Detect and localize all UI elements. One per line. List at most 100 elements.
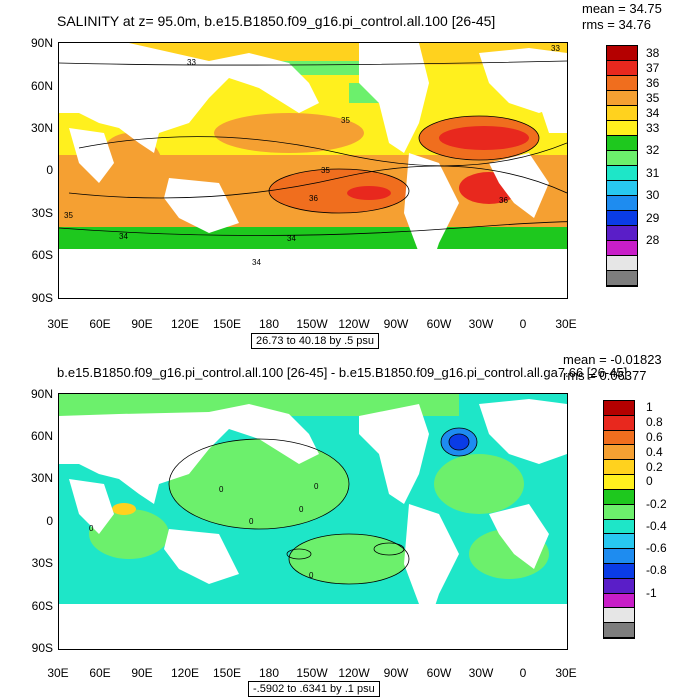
lat-label: 60S — [31, 248, 53, 262]
colorbar-label: 34 — [646, 105, 660, 120]
colorbar-swatch — [607, 61, 637, 76]
lon-label: 30W — [468, 317, 494, 331]
bottom-map: 0 0 0 0 0 0 — [58, 393, 568, 650]
colorbar-swatch — [607, 46, 637, 61]
lat-label: 60N — [30, 429, 53, 443]
colorbar-label: 36 — [646, 75, 660, 90]
colorbar-swatch — [604, 430, 634, 446]
lon-label: 60W — [426, 317, 452, 331]
lon-label: 90W — [383, 317, 409, 331]
lat-label: 0 — [46, 163, 53, 177]
colorbar-swatch — [604, 475, 634, 490]
top-mean: mean = 34.75 — [582, 1, 662, 16]
lon-label: 60W — [426, 666, 452, 680]
contour-label: 0 — [314, 482, 319, 491]
bottom-colorbar — [603, 400, 635, 639]
lon-label: 0 — [519, 666, 527, 680]
contour-label: 36 — [309, 194, 318, 203]
colorbar-label: 0.8 — [646, 415, 663, 430]
lat-label: 30N — [30, 471, 53, 485]
colorbar-swatch — [604, 401, 634, 416]
contour-label: 0 — [309, 571, 314, 580]
lon-label: 150W — [296, 666, 328, 680]
colorbar-swatch — [607, 211, 637, 226]
lon-label: 180 — [258, 666, 280, 680]
lon-label: 150W — [296, 317, 328, 331]
lat-label: 90S — [31, 641, 53, 655]
lat-label: 60N — [30, 79, 53, 93]
colorbar-swatch — [604, 534, 634, 550]
colorbar-label: 31 — [646, 165, 660, 180]
colorbar-swatch — [607, 151, 637, 166]
colorbar-swatch — [607, 76, 637, 91]
lon-label: 30E — [555, 666, 577, 680]
colorbar-label: 0.2 — [646, 459, 663, 474]
contour-label: 34 — [252, 258, 261, 267]
colorbar-label: 33 — [646, 120, 660, 135]
lat-label: 30S — [31, 556, 53, 570]
lon-label: 120W — [338, 666, 370, 680]
colorbar-swatch — [607, 241, 637, 256]
colorbar-swatch — [607, 271, 637, 286]
lon-label: 30W — [468, 666, 494, 680]
bottom-title: b.e15.B1850.f09_g16.pi_control.all.100 [… — [57, 365, 628, 380]
lon-label: 30E — [555, 317, 577, 331]
colorbar-swatch — [604, 593, 634, 609]
colorbar-label: 1 — [646, 400, 653, 415]
bottom-map-svg: 0 0 0 0 0 0 — [59, 394, 567, 649]
lat-label: 0 — [46, 514, 53, 528]
contour-label: 35 — [64, 211, 73, 220]
lon-label: 150E — [212, 317, 242, 331]
colorbar-swatch — [607, 181, 637, 196]
top-range-note: 26.73 to 40.18 by .5 psu — [251, 333, 380, 349]
colorbar-label: 38 — [646, 45, 660, 60]
contour-label: 33 — [551, 44, 560, 53]
contour-label: 0 — [299, 505, 304, 514]
lon-label: 0 — [519, 317, 527, 331]
lon-label: 120E — [170, 666, 200, 680]
colorbar-swatch — [604, 549, 634, 564]
bottom-range-note: -.5902 to .6341 by .1 psu — [248, 681, 380, 697]
lon-label: 90E — [131, 317, 153, 331]
colorbar-swatch — [607, 226, 637, 241]
colorbar-swatch — [604, 519, 634, 535]
lon-label: 60E — [89, 666, 111, 680]
lon-label: 150E — [212, 666, 242, 680]
colorbar-swatch — [604, 415, 634, 431]
top-title: SALINITY at z= 95.0m, b.e15.B1850.f09_g1… — [57, 13, 496, 29]
colorbar-label: -1 — [646, 585, 657, 600]
colorbar-label: 0.6 — [646, 430, 663, 445]
colorbar-label: 28 — [646, 233, 660, 247]
top-colorbar — [606, 45, 638, 287]
lon-label: 30E — [47, 317, 69, 331]
lat-label: 60S — [31, 599, 53, 613]
colorbar-label: -0.2 — [646, 496, 667, 511]
colorbar-label: 0 — [646, 474, 653, 489]
contour-label: 0 — [249, 517, 254, 526]
contour-label: 35 — [321, 166, 330, 175]
colorbar-swatch — [604, 504, 634, 520]
colorbar-swatch — [604, 563, 634, 579]
colorbar-swatch — [604, 578, 634, 594]
colorbar-swatch — [607, 106, 637, 121]
contour-label: 33 — [187, 58, 196, 67]
contour-label: 36 — [499, 196, 508, 205]
top-map: 33 35 36 35 36 34 34 34 33 35 — [58, 42, 568, 299]
lat-label: 90N — [30, 36, 53, 50]
colorbar-swatch — [607, 121, 637, 136]
colorbar-swatch — [604, 489, 634, 505]
colorbar-label: 37 — [646, 60, 660, 75]
colorbar-swatch — [604, 445, 634, 461]
colorbar-swatch — [604, 623, 634, 638]
colorbar-label: 0.4 — [646, 444, 663, 459]
lon-label: 60E — [89, 317, 111, 331]
colorbar-swatch — [607, 196, 637, 211]
bottom-mean: mean = -0.01823 — [563, 352, 662, 367]
contour-label: 34 — [119, 232, 128, 241]
lon-label: 120E — [170, 317, 200, 331]
colorbar-label: -0.4 — [646, 518, 667, 533]
lon-label: 120W — [338, 317, 370, 331]
colorbar-label: 32 — [646, 143, 660, 157]
colorbar-label: 29 — [646, 210, 660, 225]
contour-label: 35 — [341, 116, 350, 125]
